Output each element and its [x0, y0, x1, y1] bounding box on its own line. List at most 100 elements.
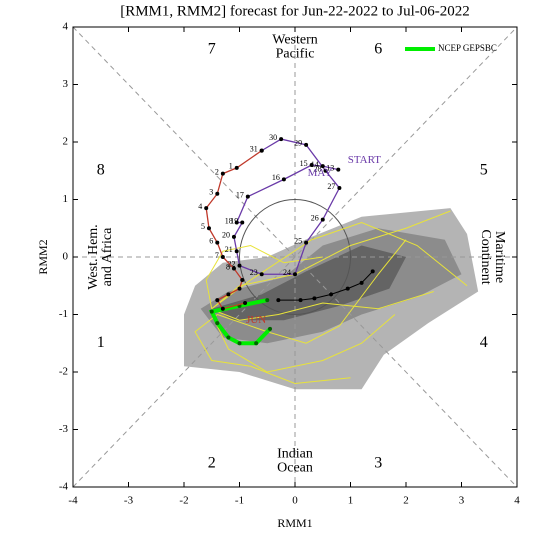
point [320, 217, 325, 222]
point [215, 298, 220, 303]
x-tick-label: -2 [179, 495, 188, 507]
y-tick-label: 1 [63, 193, 69, 205]
point [370, 269, 375, 274]
y-tick-label: 4 [63, 21, 69, 33]
y-tick-label: 0 [63, 251, 69, 263]
point [265, 298, 270, 303]
point [215, 240, 220, 245]
point [237, 286, 242, 291]
point [304, 142, 309, 147]
day-label: 3 [209, 188, 213, 197]
point [337, 186, 342, 190]
point [359, 280, 364, 285]
region-label: Maritime [492, 231, 507, 283]
point [329, 292, 334, 297]
point [226, 335, 231, 340]
member-line [211, 314, 396, 373]
day-label: 1 [229, 162, 233, 171]
point [243, 301, 248, 305]
x-tick-label: 3 [459, 495, 465, 507]
phase-label: 8 [97, 161, 105, 178]
guide-line [72, 26, 518, 488]
point [259, 148, 264, 153]
day-label: 25 [294, 236, 302, 245]
phase-label: 6 [374, 41, 382, 58]
point [320, 164, 325, 169]
day-label: 23 [250, 268, 258, 277]
region-label: Indian [277, 446, 313, 461]
y-tick-label: -2 [59, 366, 68, 378]
forecast-mean [208, 298, 272, 346]
point [234, 249, 239, 254]
day-label: 27 [327, 182, 335, 191]
point [259, 272, 264, 277]
point [245, 194, 250, 199]
point [240, 278, 245, 282]
day-label: 17 [236, 190, 244, 199]
point [254, 341, 259, 346]
point [298, 298, 303, 303]
y-tick-label: 2 [63, 136, 69, 148]
day-label: 20 [222, 231, 230, 240]
y-tick-label: -1 [59, 308, 68, 320]
start-label: START [348, 154, 382, 166]
day-label: 24 [283, 268, 291, 277]
point [204, 206, 209, 211]
day-label: 2 [215, 167, 219, 176]
day-label: 28 [314, 165, 322, 174]
member-line [211, 210, 451, 310]
day-label: 5 [201, 222, 205, 231]
point [268, 326, 273, 331]
x-tick-label: 2 [403, 495, 409, 507]
day-label: 21 [225, 245, 233, 254]
point [215, 321, 220, 326]
point [304, 240, 309, 245]
point [234, 165, 239, 170]
x-tick-label: -3 [124, 495, 134, 507]
phase-label: 7 [208, 41, 216, 58]
day-label: 18 [225, 216, 233, 225]
member-line [211, 221, 468, 310]
point [312, 296, 317, 301]
point [220, 255, 225, 259]
phase-label: 5 [480, 161, 488, 178]
day-label: 6 [209, 236, 213, 245]
day-label: 14 [311, 160, 319, 169]
phase-label: 1 [97, 334, 105, 351]
region-label: Pacific [276, 46, 315, 61]
point [336, 167, 341, 172]
point [209, 309, 214, 314]
day-label: 13 [326, 163, 334, 172]
y-axis-label: RMM2 [36, 239, 50, 274]
day-label: 15 [300, 159, 308, 168]
x-tick-label: 4 [514, 495, 520, 507]
point [279, 137, 284, 142]
point [206, 226, 211, 231]
day-label: 16 [272, 173, 280, 182]
point [237, 263, 242, 268]
point [220, 306, 225, 311]
member-line [194, 314, 351, 385]
member-line [217, 291, 434, 321]
y-tick-label: -3 [59, 423, 69, 435]
day-label: 29 [294, 139, 302, 148]
point [276, 298, 281, 303]
day-label: 4 [198, 202, 202, 211]
region-label: Continent [478, 229, 493, 284]
point [345, 286, 350, 291]
point [234, 220, 239, 225]
point [323, 168, 328, 173]
day-label: 19 [230, 216, 238, 225]
point [240, 220, 245, 225]
point [309, 163, 314, 167]
region-label: West. Hem. [86, 224, 101, 289]
day-label: 8 [226, 262, 230, 271]
y-tick-label: -4 [59, 481, 69, 493]
day-label: 22 [228, 259, 236, 268]
phase-label: 4 [480, 334, 488, 351]
point [293, 272, 297, 277]
point [226, 292, 231, 297]
unit-circle [239, 199, 351, 315]
x-axis-label: RMM1 [277, 516, 312, 530]
